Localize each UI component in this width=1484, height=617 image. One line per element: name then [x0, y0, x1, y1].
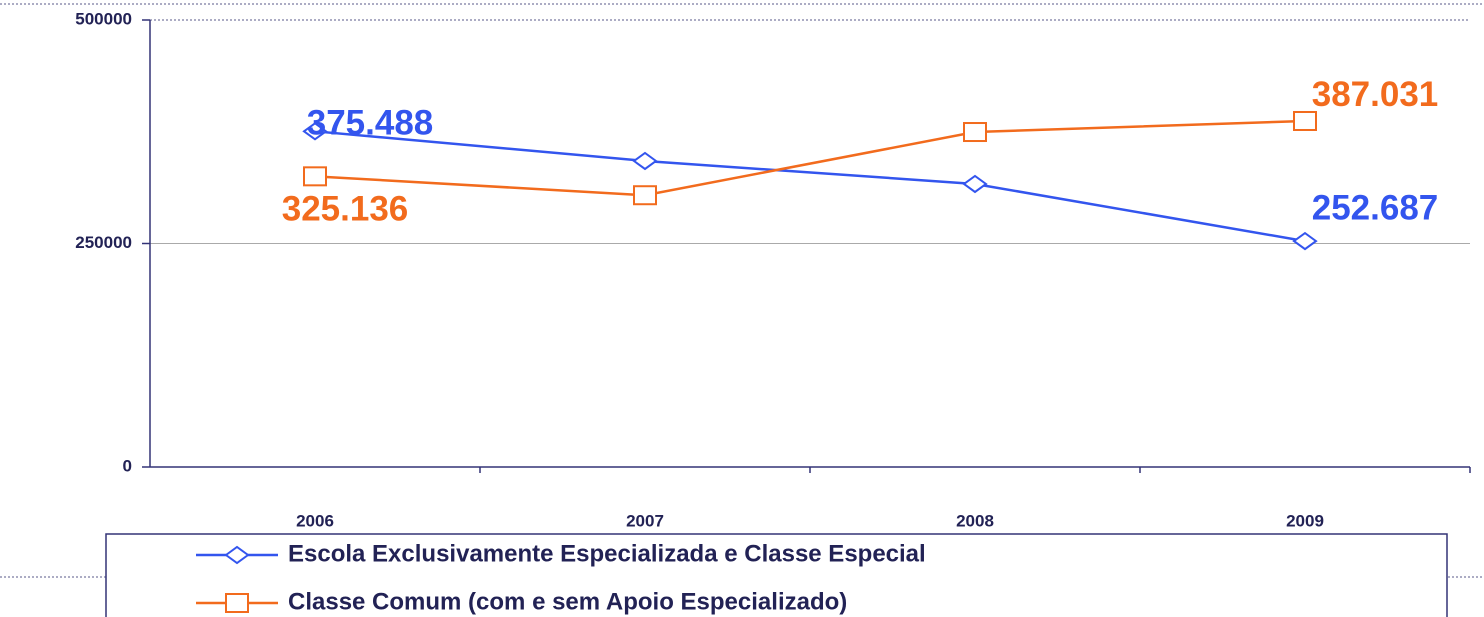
x-tick-label: 2009 — [1286, 511, 1324, 530]
point — [633, 185, 657, 206]
x-tick-label: 2007 — [626, 511, 664, 530]
point — [303, 166, 327, 187]
data-label: 387.031 — [1312, 75, 1439, 114]
legend-marker — [225, 593, 249, 613]
legend-label: Classe Comum (com e sem Apoio Especializ… — [288, 588, 847, 615]
point — [302, 122, 328, 141]
line — [314, 119, 1306, 197]
legend-label: Escola Exclusivamente Especializada e Cl… — [288, 540, 926, 567]
data-label: 252.687 — [1312, 188, 1439, 227]
legend-marker — [224, 545, 250, 565]
point — [962, 174, 988, 194]
x-tick-label: 2006 — [296, 511, 334, 530]
legend-box — [105, 533, 1448, 617]
point — [1292, 231, 1318, 251]
x-tick-label: 2008 — [956, 511, 994, 530]
line — [314, 130, 1306, 243]
data-label: 375.488 — [307, 104, 434, 143]
data-label: 325.136 — [282, 190, 409, 229]
point — [632, 151, 658, 171]
point — [1293, 110, 1317, 131]
y-tick-label: 500000 — [75, 9, 132, 28]
y-tick-label: 0 — [123, 456, 132, 475]
point — [963, 122, 987, 143]
y-tick-label: 250000 — [75, 233, 132, 252]
